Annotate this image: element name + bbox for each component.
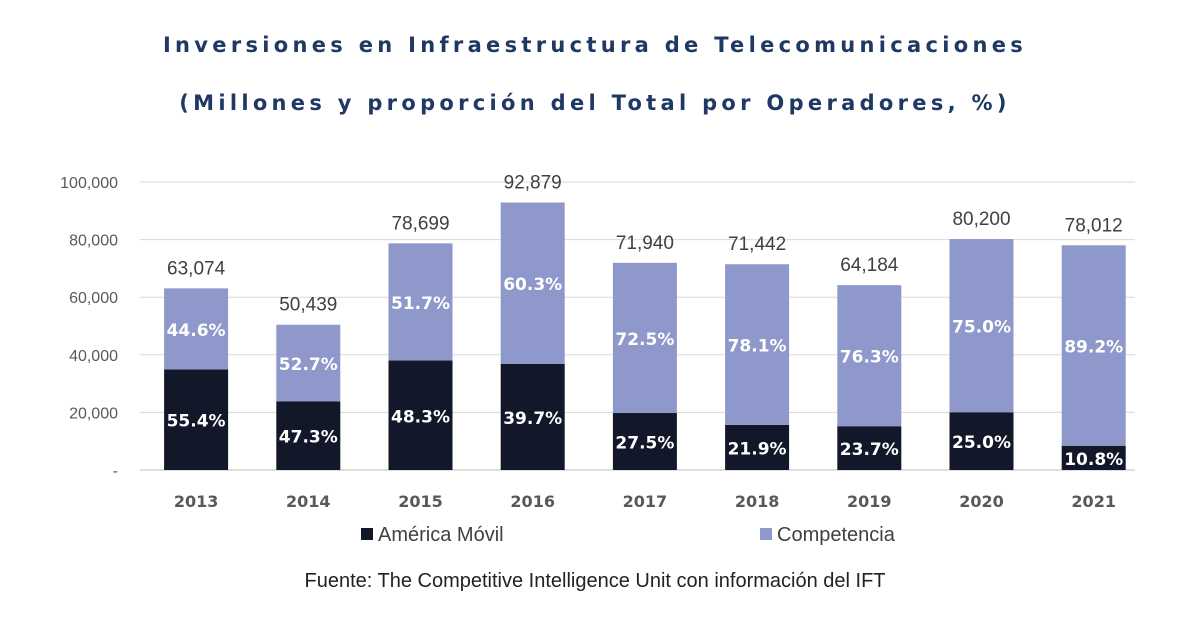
- bar-america-movil: [500, 363, 565, 470]
- data-label-america-movil: 10.8%: [1064, 450, 1123, 470]
- data-label-competencia: 52.7%: [279, 355, 338, 375]
- data-label-competencia: 51.7%: [391, 294, 450, 314]
- bar-competencia: [949, 239, 1014, 413]
- data-label-america-movil: 21.9%: [728, 439, 787, 459]
- legend-swatch-competencia: [760, 528, 772, 540]
- bar-america-movil: [1061, 445, 1126, 470]
- data-label-total: 50,439: [279, 295, 337, 316]
- data-label-america-movil: 47.3%: [279, 428, 338, 448]
- y-tick-label: 20,000: [69, 405, 118, 422]
- data-label-america-movil: 23.7%: [840, 440, 899, 460]
- y-tick-label: 100,000: [60, 175, 118, 192]
- data-label-america-movil: 55.4%: [167, 412, 226, 432]
- y-tick-label: -: [113, 463, 118, 480]
- bar-competencia: [500, 202, 565, 364]
- bar-america-movil: [725, 424, 790, 470]
- data-label-america-movil: 39.7%: [503, 409, 562, 429]
- y-tick-label: 60,000: [69, 290, 118, 307]
- chart-subtitle: (Millones y proporción del Total por Ope…: [179, 91, 1011, 115]
- data-label-america-movil: 48.3%: [391, 407, 450, 427]
- x-tick-label: 2017: [623, 492, 668, 511]
- x-tick-label: 2018: [735, 492, 780, 511]
- data-label-total: 71,442: [728, 234, 786, 255]
- x-tick-label: 2019: [847, 492, 892, 511]
- y-tick-label: 80,000: [69, 233, 118, 250]
- x-tick-label: 2015: [398, 492, 443, 511]
- data-label-competencia: 76.3%: [840, 348, 899, 368]
- bar-competencia: [276, 324, 341, 402]
- x-tick-label: 2021: [1071, 492, 1116, 511]
- data-label-total: 78,012: [1065, 215, 1123, 236]
- data-label-america-movil: 25.0%: [952, 433, 1011, 453]
- legend-swatch-america-movil: [361, 528, 373, 540]
- x-tick-label: 2020: [959, 492, 1004, 511]
- bar-america-movil: [388, 360, 453, 470]
- data-label-total: 78,699: [391, 213, 449, 234]
- data-label-america-movil: 27.5%: [615, 434, 674, 454]
- x-tick-label: 2016: [510, 492, 555, 511]
- data-label-total: 64,184: [840, 255, 899, 276]
- data-label-total: 63,074: [167, 258, 226, 279]
- bar-america-movil: [276, 401, 341, 470]
- bar-america-movil: [164, 369, 229, 470]
- legend-label-competencia: Competencia: [777, 524, 896, 546]
- chart-title: Inversiones en Infraestructura de Teleco…: [162, 33, 1028, 57]
- y-tick-label: 40,000: [69, 348, 118, 365]
- bar-competencia: [1061, 245, 1126, 446]
- bar-competencia: [388, 243, 453, 361]
- bar-america-movil: [612, 413, 677, 470]
- data-label-competencia: 89.2%: [1064, 338, 1123, 358]
- bar-competencia: [725, 264, 790, 425]
- bar-competencia: [837, 285, 902, 427]
- bar-america-movil: [837, 426, 902, 470]
- data-label-competencia: 72.5%: [615, 330, 674, 350]
- data-label-total: 71,940: [616, 233, 674, 254]
- data-label-competencia: 44.6%: [167, 321, 226, 341]
- data-label-total: 80,200: [952, 209, 1010, 230]
- bar-competencia: [164, 288, 229, 370]
- data-label-competencia: 75.0%: [952, 318, 1011, 338]
- data-label-competencia: 78.1%: [728, 337, 787, 357]
- stacked-bar-chart: - 20,000 40,000 60,000 80,000 100,000 55.4% 44.…: [60, 173, 1135, 546]
- bar-america-movil: [949, 412, 1014, 470]
- x-tick-label: 2013: [174, 492, 219, 511]
- x-tick-label: 2014: [286, 492, 331, 511]
- data-label-competencia: 60.3%: [503, 275, 562, 295]
- legend-label-america-movil: América Móvil: [378, 524, 504, 546]
- data-label-total: 92,879: [504, 173, 562, 194]
- bar-competencia: [612, 262, 677, 414]
- chart-source-note: Fuente: The Competitive Intelligence Uni…: [304, 570, 886, 592]
